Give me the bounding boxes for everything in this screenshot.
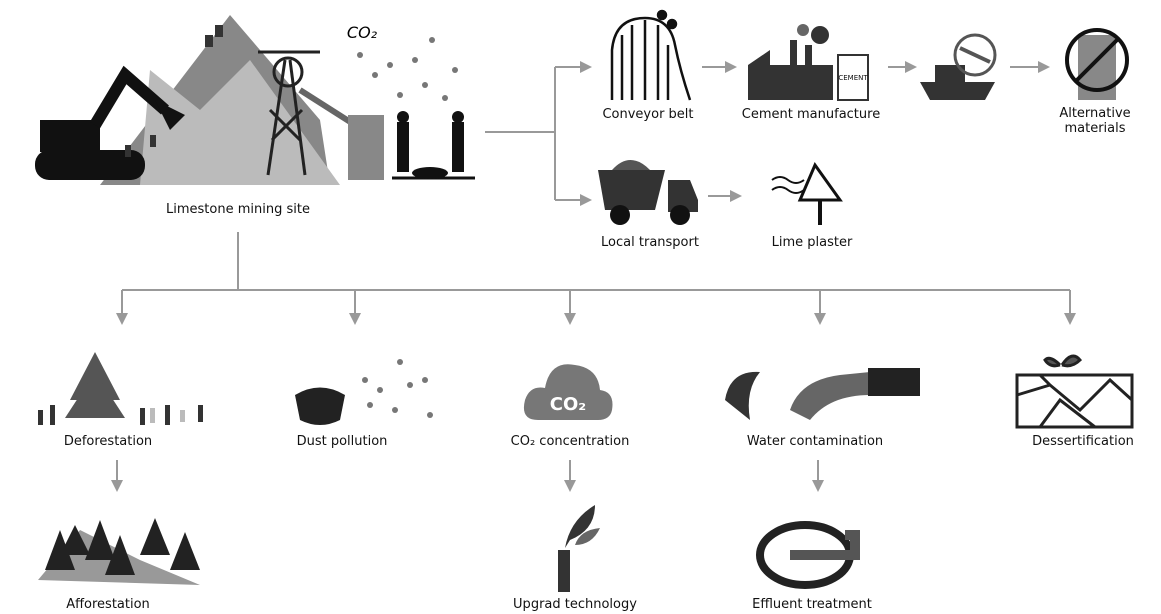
water-icon bbox=[725, 368, 920, 420]
plaster-icon bbox=[772, 165, 840, 225]
icon-label: CO₂ bbox=[550, 394, 586, 415]
conveyor-icon bbox=[612, 11, 690, 100]
node-label: Effluent treatment bbox=[752, 597, 872, 612]
node-label: Conveyor belt bbox=[602, 107, 693, 122]
technology-icon bbox=[558, 505, 600, 592]
alternative-icon bbox=[1067, 30, 1127, 100]
node-label: Alternative materials bbox=[1045, 106, 1145, 136]
node-label: Upgrad technology bbox=[513, 597, 637, 612]
node-label: Cement manufacture bbox=[742, 107, 880, 122]
node-label: Dessertification bbox=[1032, 434, 1134, 449]
co2-icon: CO₂ bbox=[524, 364, 613, 420]
desert-icon bbox=[1017, 356, 1132, 427]
node-label: Dust pollution bbox=[297, 434, 388, 449]
node-label: Local transport bbox=[601, 235, 699, 250]
node-label: Water contamination bbox=[747, 434, 883, 449]
node-label: Afforestation bbox=[66, 597, 150, 612]
deforestation-icon bbox=[38, 352, 203, 425]
effluent-icon bbox=[760, 525, 855, 585]
node-label: Lime plaster bbox=[772, 235, 853, 250]
dust-icon bbox=[295, 359, 433, 425]
bag-label: CEMENT bbox=[838, 74, 868, 82]
truck-icon bbox=[598, 160, 698, 225]
cement-icon: CEMENT bbox=[748, 24, 868, 100]
emission-label: CO₂ bbox=[347, 23, 378, 42]
node-label: CO₂ concentration bbox=[511, 434, 630, 449]
afforestation-icon bbox=[38, 518, 200, 585]
diagram: CO₂ Limestone mining site CEMENT bbox=[0, 0, 1161, 614]
node-label: Deforestation bbox=[64, 434, 152, 449]
shipping-icon bbox=[920, 35, 995, 100]
node-label: Limestone mining site bbox=[166, 202, 310, 217]
page: {"mining_site":{"label":"Limestone minin… bbox=[0, 0, 1161, 614]
mining-icon: CO₂ bbox=[35, 15, 475, 185]
